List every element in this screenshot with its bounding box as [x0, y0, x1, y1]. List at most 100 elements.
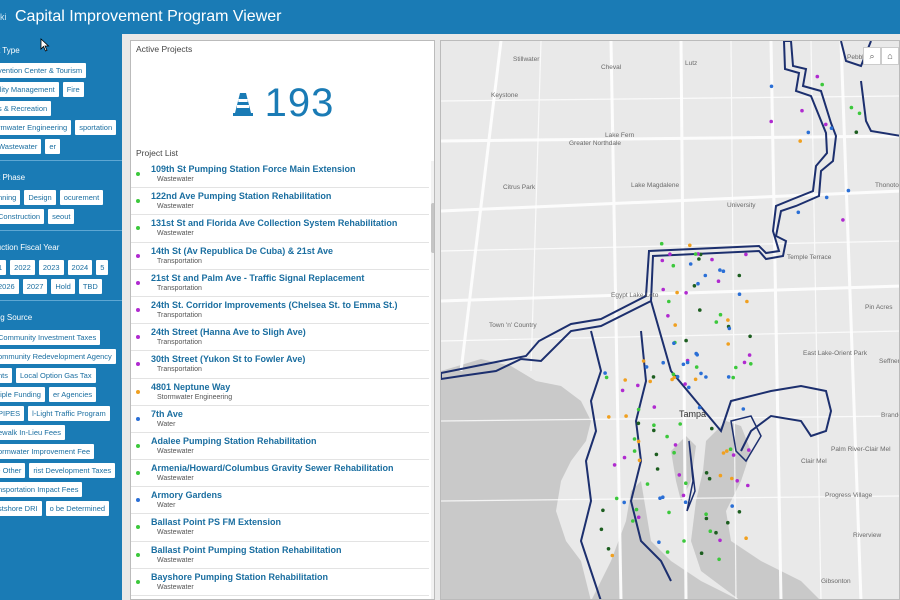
project-list-item[interactable]: Bayshore Blvd RehabilitationTransportati… [131, 596, 429, 599]
map-project-point[interactable] [681, 493, 686, 498]
filter-chip[interactable]: rmwater Engineering [0, 120, 72, 135]
map-project-point[interactable] [726, 342, 730, 346]
project-list-item[interactable]: 131st St and Florida Ave Collection Syst… [131, 215, 429, 243]
map-project-point[interactable] [798, 139, 802, 143]
filter-chip[interactable]: ocurement [59, 190, 104, 205]
map-project-point[interactable] [731, 453, 736, 457]
map-project-point[interactable] [806, 130, 811, 135]
map-project-point[interactable] [857, 111, 862, 116]
map-project-point[interactable] [745, 299, 749, 304]
map-project-point[interactable] [747, 448, 751, 452]
map-project-point[interactable] [632, 437, 637, 441]
project-name[interactable]: Armenia/Howard/Columbus Gravity Sewer Re… [151, 463, 394, 474]
project-name[interactable]: Adalee Pumping Station Rehabilitation [151, 435, 317, 446]
map-project-point[interactable] [606, 547, 611, 551]
filter-chip[interactable]: 2026 [0, 279, 19, 294]
map-project-point[interactable] [708, 529, 713, 533]
project-name[interactable]: 30th Street (Yukon St to Fowler Ave) [151, 354, 306, 365]
map-project-point[interactable] [683, 382, 687, 386]
project-name[interactable]: Ballast Point PS FM Extension [151, 517, 282, 528]
project-list-item[interactable]: 109th St Pumping Station Force Main Exte… [131, 161, 429, 189]
map-project-point[interactable] [693, 252, 698, 256]
project-name[interactable]: 21st St and Palm Ave - Traffic Signal Re… [151, 272, 365, 283]
project-list-item[interactable]: Armenia/Howard/Columbus Gravity Sewer Re… [131, 460, 429, 488]
map-project-point[interactable] [796, 210, 801, 215]
map-project-point[interactable] [731, 375, 735, 380]
map-project-point[interactable] [726, 520, 730, 525]
map-project-point[interactable] [697, 257, 701, 261]
filter-chip[interactable]: PIPES [0, 406, 25, 421]
map-project-point[interactable] [666, 314, 670, 318]
map-project-point[interactable] [742, 360, 747, 365]
map-project-point[interactable] [623, 378, 627, 382]
project-list-item[interactable]: 21st St and Palm Ave - Traffic Signal Re… [131, 270, 429, 297]
map-project-point[interactable] [604, 375, 609, 380]
map-project-point[interactable] [694, 351, 698, 356]
filter-chip[interactable]: Wastewater [0, 139, 42, 154]
map-project-point[interactable] [721, 269, 726, 273]
project-name[interactable]: 131st St and Florida Ave Collection Syst… [151, 218, 398, 229]
map-project-point[interactable] [849, 105, 854, 110]
map-project-point[interactable] [632, 449, 637, 453]
map-project-point[interactable] [716, 279, 721, 283]
filter-chip[interactable]: Fire [62, 82, 84, 97]
map-project-point[interactable] [631, 519, 635, 523]
map-project-point[interactable] [824, 195, 829, 200]
map-project-point[interactable] [688, 243, 692, 248]
map-project-point[interactable] [699, 551, 704, 555]
project-list-item[interactable]: 4801 Neptune Way Stormwater Engineering [131, 379, 429, 406]
map-project-point[interactable] [714, 320, 719, 324]
project-name[interactable]: 24th Street (Hanna Ave to Sligh Ave) [151, 327, 306, 338]
map-project-point[interactable] [673, 443, 678, 447]
map-project-point[interactable] [654, 452, 659, 457]
map-project-point[interactable] [657, 540, 661, 544]
map-project-point[interactable] [737, 510, 742, 514]
filter-chip[interactable]: s & Recreation [0, 101, 52, 116]
map-project-point[interactable] [603, 371, 607, 375]
map-project-point[interactable] [675, 290, 679, 295]
map-project-point[interactable] [829, 126, 834, 130]
map-project-point[interactable] [622, 455, 627, 460]
map-project-point[interactable] [710, 426, 714, 431]
map-project-point[interactable] [744, 536, 748, 540]
map-project-point[interactable] [748, 334, 752, 339]
map-project-point[interactable] [704, 375, 708, 379]
home-icon[interactable]: ⌂ [881, 47, 899, 65]
project-name[interactable]: 122nd Ave Pumping Station Rehabilitation [151, 191, 332, 202]
filter-chip[interactable]: stshore DRI [0, 501, 42, 516]
map-project-point[interactable] [718, 268, 722, 272]
map-project-point[interactable] [718, 312, 723, 317]
project-list-item[interactable]: Bayshore Pumping Station Rehabilitation W… [131, 569, 429, 596]
map-project-point[interactable] [655, 467, 660, 471]
map-project-point[interactable] [815, 74, 820, 79]
map-project-point[interactable] [677, 473, 682, 477]
project-name[interactable]: 7th Ave [151, 408, 183, 419]
map-project-point[interactable] [699, 371, 703, 376]
map-project-point[interactable] [698, 308, 702, 312]
map-project-point[interactable] [672, 450, 676, 455]
filter-chip[interactable]: Local Option Gas Tax [16, 368, 96, 383]
map-project-point[interactable] [636, 515, 641, 520]
project-list-item[interactable]: Ballast Point Pumping Station Rehabilita… [131, 542, 429, 569]
map-project-point[interactable] [824, 122, 828, 127]
filter-chip[interactable]: 2022 [10, 260, 35, 275]
scrollbar-thumb[interactable] [431, 203, 434, 253]
filter-chip[interactable]: 2023 [38, 260, 64, 275]
filter-chip[interactable]: er [45, 139, 60, 154]
project-list-item[interactable]: 7th Ave Water [131, 406, 429, 433]
map-project-point[interactable] [672, 375, 676, 380]
filter-chip[interactable]: - Other [0, 463, 26, 478]
map-project-point[interactable] [717, 557, 721, 562]
filter-chip[interactable]: ormwater Improvement Fee [0, 444, 95, 459]
map-project-point[interactable] [725, 449, 729, 453]
map-project-point[interactable] [637, 458, 642, 463]
map-project-point[interactable] [636, 439, 641, 444]
map-project-point[interactable] [634, 507, 639, 512]
map-project-point[interactable] [747, 353, 752, 357]
map-project-point[interactable] [672, 341, 676, 346]
map-project-point[interactable] [648, 379, 652, 384]
filter-chip[interactable]: ility Management [0, 82, 59, 97]
project-list-item[interactable]: Adalee Pumping Station Rehabilitation Was… [131, 433, 429, 461]
map-project-point[interactable] [737, 273, 742, 278]
map-project-point[interactable] [746, 483, 750, 488]
